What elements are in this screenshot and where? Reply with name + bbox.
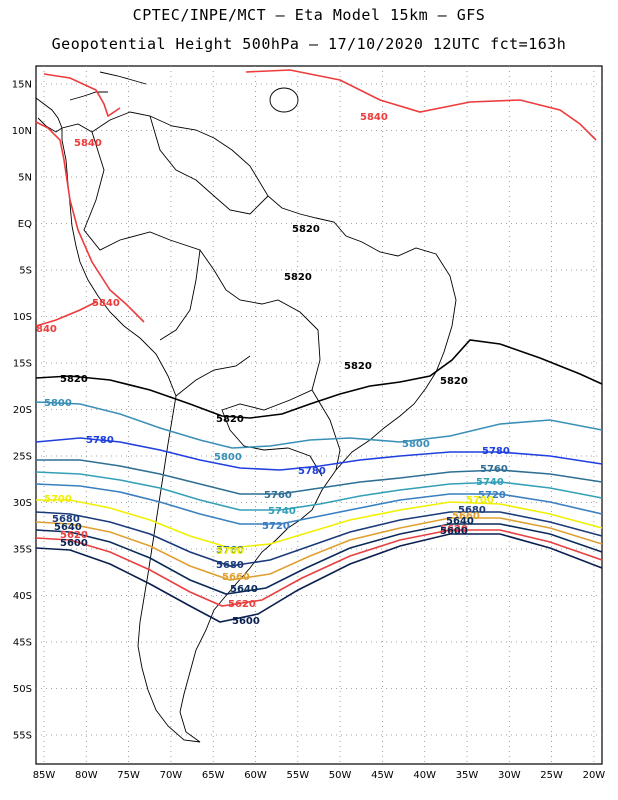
lat-tick-label: 10S bbox=[13, 312, 32, 323]
lat-tick-label: 55S bbox=[13, 731, 32, 742]
contour-5840-north bbox=[35, 69, 597, 327]
contour-label: 5600 bbox=[232, 616, 260, 627]
contour-label: 5780 bbox=[298, 466, 326, 477]
contour-5620 bbox=[35, 529, 603, 607]
contour-label: 5640 bbox=[446, 516, 474, 527]
contour-label: 5780 bbox=[86, 435, 114, 446]
lat-tick-label: 20S bbox=[13, 405, 32, 416]
lat-tick-label: 5S bbox=[19, 266, 32, 277]
lon-tick-label: 75W bbox=[117, 770, 140, 781]
coastlines bbox=[35, 71, 457, 743]
contour-5600 bbox=[35, 533, 603, 623]
contour-5640 bbox=[35, 523, 603, 595]
contour-label: 5820 bbox=[440, 376, 468, 387]
contour-label: 5820 bbox=[60, 374, 88, 385]
contour-label: 5660 bbox=[222, 572, 250, 583]
contour-label: 5620 bbox=[440, 524, 468, 535]
contour-5740 bbox=[35, 471, 603, 511]
lat-tick-label: 15N bbox=[12, 80, 32, 91]
lon-tick-label: 25W bbox=[540, 770, 563, 781]
contour-label: 5600 bbox=[440, 526, 468, 537]
contour-5820 bbox=[35, 339, 603, 419]
contour-label: 5680 bbox=[458, 505, 486, 516]
contour-label: 5760 bbox=[216, 545, 244, 556]
lon-tick-label: 65W bbox=[202, 770, 225, 781]
lon-tick-label: 55W bbox=[286, 770, 309, 781]
lon-tick-label: 50W bbox=[329, 770, 352, 781]
contour-label: 840 bbox=[36, 324, 57, 335]
contour-label: 5820 bbox=[216, 414, 244, 425]
lon-tick-label: 20W bbox=[583, 770, 606, 781]
contour-5780 bbox=[35, 437, 603, 471]
contour-5720 bbox=[35, 483, 603, 525]
contour-label: 5700 bbox=[466, 495, 494, 506]
contour-label: 5840 bbox=[92, 298, 120, 309]
lon-tick-label: 30W bbox=[498, 770, 521, 781]
lon-tick-label: 85W bbox=[33, 770, 56, 781]
contour-label: 5800 bbox=[402, 439, 430, 450]
lat-tick-label: 35S bbox=[13, 545, 32, 556]
caribbean-islands bbox=[99, 71, 147, 85]
tick-labels: 15N 10N 5N EQ 5S 10S 15S 20S 25S 30S 35S 40S 45S 50S 5… bbox=[12, 80, 606, 782]
contour-5680 bbox=[35, 511, 603, 567]
contour-label: 5840 bbox=[74, 138, 102, 149]
contour-5800 bbox=[35, 401, 603, 449]
contour-label: 5780 bbox=[482, 446, 510, 457]
country-borders bbox=[83, 131, 321, 411]
contour-label: 5700 bbox=[44, 494, 72, 505]
lat-tick-label: 25S bbox=[13, 452, 32, 463]
lon-tick-label: 45W bbox=[371, 770, 394, 781]
contour-label: 5820 bbox=[284, 272, 312, 283]
title-line-2: Geopotential Height 500hPa – 17/10/2020 … bbox=[51, 35, 567, 53]
contour-labels: 5840 5840 5840 840 5820 5820 5820 5820 5… bbox=[36, 112, 510, 627]
lat-tick-label: 5N bbox=[18, 173, 32, 184]
contour-label: 5640 bbox=[230, 584, 258, 595]
contour-label: 5840 bbox=[360, 112, 388, 123]
contour-lines bbox=[35, 69, 603, 623]
lon-tick-label: 80W bbox=[75, 770, 98, 781]
contour-label: 5800 bbox=[44, 398, 72, 409]
contour-label: 5800 bbox=[214, 452, 242, 463]
contour-label: 5720 bbox=[262, 521, 290, 532]
lat-tick-label: 50S bbox=[13, 684, 32, 695]
lat-tick-label: EQ bbox=[18, 219, 32, 230]
plot-frame bbox=[35, 65, 603, 765]
contour-label: 5820 bbox=[344, 361, 372, 372]
contour-label: 5740 bbox=[268, 506, 296, 517]
contour-label: 5680 bbox=[52, 514, 80, 525]
contour-5660 bbox=[35, 517, 603, 581]
contour-5760 bbox=[36, 459, 603, 495]
contour-label: 5640 bbox=[54, 522, 82, 533]
lon-tick-label: 60W bbox=[244, 770, 267, 781]
contour-label: 5700 bbox=[216, 546, 244, 557]
lat-tick-label: 15S bbox=[13, 359, 32, 370]
contour-label: 5820 bbox=[292, 224, 320, 235]
contour-label: 5720 bbox=[478, 490, 506, 501]
lat-tick-label: 45S bbox=[13, 638, 32, 649]
contour-label: 5740 bbox=[476, 477, 504, 488]
lat-tick-label: 40S bbox=[13, 591, 32, 602]
contour-label: 5760 bbox=[480, 464, 508, 475]
contour-label: 5620 bbox=[228, 599, 256, 610]
contour-5700 bbox=[36, 499, 603, 549]
lat-tick-label: 10N bbox=[12, 126, 32, 137]
lon-tick-label: 35W bbox=[456, 770, 479, 781]
contour-label: 5600 bbox=[60, 538, 88, 549]
lat-tick-label: 30S bbox=[13, 498, 32, 509]
contour-label: 5680 bbox=[216, 560, 244, 571]
south-america-coastline bbox=[61, 111, 457, 743]
lon-tick-label: 40W bbox=[413, 770, 436, 781]
contour-label: 5660 bbox=[452, 511, 480, 522]
lon-tick-label: 70W bbox=[160, 770, 183, 781]
contour-label: 5760 bbox=[264, 490, 292, 501]
contour-label: 5620 bbox=[60, 530, 88, 541]
title-line-1: CPTEC/INPE/MCT – Eta Model 15km – GFS bbox=[132, 6, 486, 24]
